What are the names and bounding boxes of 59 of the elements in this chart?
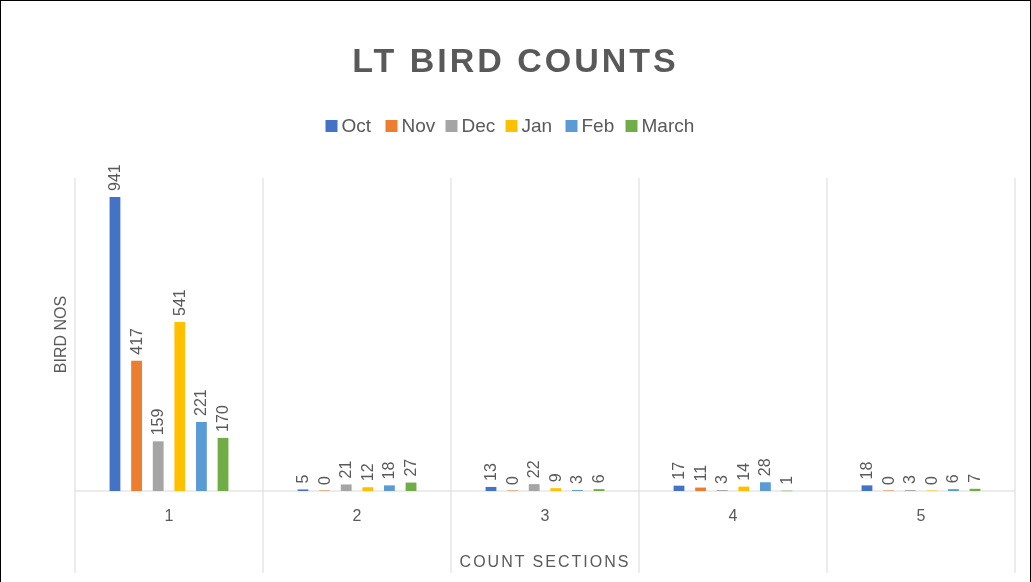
data-label: 9 xyxy=(546,473,564,483)
y-axis-title: BIRD NOS xyxy=(52,295,69,374)
x-tick-label: 4 xyxy=(728,507,738,524)
data-label: 13 xyxy=(481,463,499,481)
bar xyxy=(174,321,186,491)
data-label: 12 xyxy=(358,463,376,482)
bar xyxy=(362,487,374,491)
data-label: 3 xyxy=(901,475,919,485)
bar xyxy=(196,421,207,491)
data-label: 417 xyxy=(127,327,145,355)
bar xyxy=(152,441,164,491)
bar xyxy=(384,485,395,491)
data-label: 7 xyxy=(966,473,984,483)
data-label: 941 xyxy=(105,164,123,191)
data-label: 5 xyxy=(293,474,311,484)
bar xyxy=(528,484,540,491)
data-label: 6 xyxy=(944,474,962,484)
legend-label: Jan xyxy=(521,115,553,136)
data-label: 1 xyxy=(778,475,796,485)
data-label: 6 xyxy=(590,474,608,484)
bar xyxy=(217,437,229,491)
data-label: 170 xyxy=(214,405,232,432)
bar xyxy=(109,197,121,491)
data-label: 0 xyxy=(922,476,940,485)
data-label: 22 xyxy=(525,460,543,479)
data-label: 3 xyxy=(568,475,586,485)
x-axis-title: COUNT SECTIONS xyxy=(459,553,631,570)
data-label: 11 xyxy=(691,464,709,482)
data-label: 0 xyxy=(315,476,333,485)
bar xyxy=(131,360,142,491)
data-label: 3 xyxy=(713,475,731,485)
legend-label: Dec xyxy=(461,115,496,136)
bar xyxy=(340,484,352,491)
data-label: 17 xyxy=(669,461,687,480)
data-label: 541 xyxy=(170,289,188,316)
data-label: 221 xyxy=(192,389,210,416)
bar xyxy=(861,485,873,491)
data-label: 27 xyxy=(402,458,420,477)
bar xyxy=(738,486,750,491)
data-label: 14 xyxy=(734,462,752,481)
bar xyxy=(485,486,497,491)
data-label: 28 xyxy=(756,458,774,477)
bar xyxy=(760,482,771,491)
x-tick-label: 3 xyxy=(540,507,550,524)
data-label: 0 xyxy=(879,476,897,485)
x-tick-label: 1 xyxy=(164,507,174,524)
data-label: 0 xyxy=(503,476,521,485)
chart-title: LT BIRD COUNTS xyxy=(352,41,679,79)
data-label: 18 xyxy=(857,461,875,480)
bar xyxy=(550,488,562,491)
data-label: 18 xyxy=(380,461,398,480)
legend-label: Nov xyxy=(401,115,436,136)
data-label: 159 xyxy=(149,408,167,436)
legend-label: Feb xyxy=(581,115,615,136)
legend-label: Oct xyxy=(341,115,372,136)
x-tick-label: 2 xyxy=(352,507,362,524)
legend-label: March xyxy=(641,115,695,136)
x-tick-label: 5 xyxy=(916,507,926,524)
data-label: 21 xyxy=(337,460,355,479)
